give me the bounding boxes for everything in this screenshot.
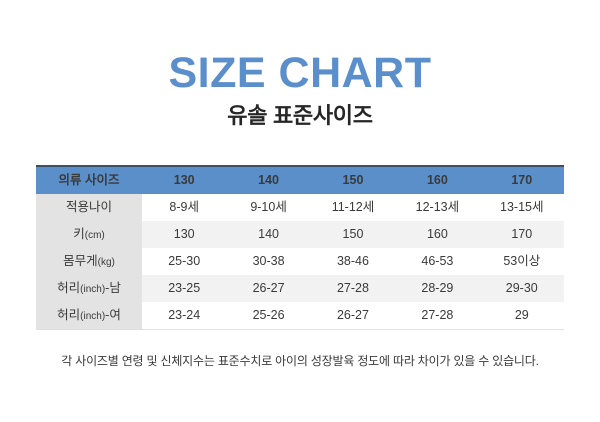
table-body: 적용나이 8-9세 9-10세 11-12세 12-13세 13-15세 키(c… xyxy=(36,194,564,330)
row-label-age: 적용나이 xyxy=(36,194,142,221)
cell-height-150: 150 xyxy=(310,221,396,248)
cell-waist-female-160: 27-28 xyxy=(395,302,480,330)
cell-waist-male-150: 27-28 xyxy=(310,275,396,302)
page-subtitle: 유솔 표준사이즈 xyxy=(227,103,373,128)
table-row: 키(cm) 130 140 150 160 170 xyxy=(36,221,564,248)
cell-waist-male-140: 26-27 xyxy=(226,275,311,302)
column-header-140: 140 xyxy=(258,172,280,187)
row-label-unit: (inch) xyxy=(80,310,106,322)
cell-age-170: 13-15세 xyxy=(479,194,564,221)
row-label-text: 몸무게 xyxy=(63,253,98,268)
title-block: SIZE CHART 유솔 표준사이즈 xyxy=(0,0,600,127)
column-header-label: 의류 사이즈 xyxy=(58,172,120,187)
row-label-text: 허리 xyxy=(57,307,81,322)
row-label-suffix: -남 xyxy=(105,280,121,295)
cell-weight-170: 53이상 xyxy=(479,248,564,275)
row-label-unit: (inch) xyxy=(80,283,106,295)
cell-age-150: 11-12세 xyxy=(310,194,396,221)
cell-age-130: 8-9세 xyxy=(142,194,227,221)
row-label-text: 허리 xyxy=(57,280,81,295)
table-row: 적용나이 8-9세 9-10세 11-12세 12-13세 13-15세 xyxy=(36,194,564,221)
row-label-waist-male: 허리(inch)-남 xyxy=(36,275,142,302)
row-label-unit: (cm) xyxy=(84,229,105,241)
cell-weight-130: 25-30 xyxy=(142,248,227,275)
row-label-height: 키(cm) xyxy=(36,221,142,248)
cell-weight-150: 38-46 xyxy=(310,248,396,275)
column-header-130: 130 xyxy=(173,172,195,187)
column-header-160: 160 xyxy=(426,172,448,187)
cell-height-170: 170 xyxy=(479,221,564,248)
table-head: 의류 사이즈 130 140 150 160 170 xyxy=(36,166,564,194)
cell-waist-male-170: 29-30 xyxy=(479,275,564,302)
column-header-170: 170 xyxy=(511,172,533,187)
row-label-weight: 몸무게(kg) xyxy=(36,248,142,275)
page-title: SIZE CHART xyxy=(168,49,432,97)
cell-waist-male-130: 23-25 xyxy=(142,275,227,302)
row-label-waist-female: 허리(inch)-여 xyxy=(36,302,142,330)
footer-note: 각 사이즈별 연령 및 신체지수는 표준수치로 아이의 성장발육 정도에 따라 … xyxy=(61,354,539,368)
cell-height-160: 160 xyxy=(395,221,480,248)
cell-waist-male-160: 28-29 xyxy=(395,275,480,302)
cell-age-160: 12-13세 xyxy=(395,194,480,221)
table-row: 허리(inch)-남 23-25 26-27 27-28 28-29 29-30 xyxy=(36,275,564,302)
cell-waist-female-130: 23-24 xyxy=(142,302,227,330)
cell-waist-female-170: 29 xyxy=(479,302,564,330)
cell-waist-female-150: 26-27 xyxy=(310,302,396,330)
size-table-wrapper: 의류 사이즈 130 140 150 160 170 적용나이 8-9세 9-1… xyxy=(36,165,564,330)
cell-height-140: 140 xyxy=(226,221,311,248)
row-label-text: 키 xyxy=(73,226,85,241)
table-header-row: 의류 사이즈 130 140 150 160 170 xyxy=(36,166,564,194)
size-table: 의류 사이즈 130 140 150 160 170 적용나이 8-9세 9-1… xyxy=(36,165,564,330)
cell-age-140: 9-10세 xyxy=(226,194,311,221)
row-label-unit: (kg) xyxy=(97,256,115,268)
cell-weight-160: 46-53 xyxy=(395,248,480,275)
cell-weight-140: 30-38 xyxy=(226,248,311,275)
row-label-text: 적용나이 xyxy=(65,199,112,214)
cell-waist-female-140: 25-26 xyxy=(226,302,311,330)
table-row: 몸무게(kg) 25-30 30-38 38-46 46-53 53이상 xyxy=(36,248,564,275)
row-label-suffix: -여 xyxy=(105,307,121,322)
table-row: 허리(inch)-여 23-24 25-26 26-27 27-28 29 xyxy=(36,302,564,330)
column-header-150: 150 xyxy=(342,172,364,187)
cell-height-130: 130 xyxy=(142,221,227,248)
